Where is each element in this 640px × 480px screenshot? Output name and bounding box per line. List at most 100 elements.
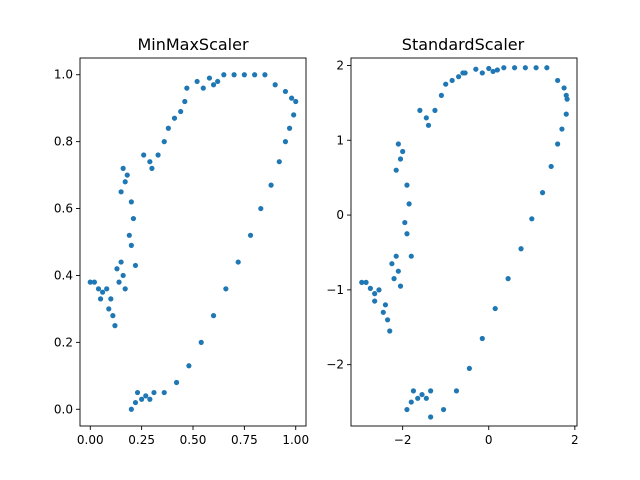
- scatter-point: [449, 77, 455, 84]
- panel-standardscaler: StandardScaler −2 0 2 −2 −1 0 1 2: [326, 35, 578, 447]
- scatter-point: [404, 182, 410, 188]
- scatter-point: [462, 70, 468, 76]
- scatter-point: [171, 115, 178, 121]
- scatter-point: [555, 141, 561, 147]
- scatter-point: [120, 165, 126, 171]
- scatter-point: [276, 159, 282, 165]
- scatter-point: [108, 296, 114, 302]
- x-tick-label: 2: [571, 433, 579, 447]
- x-tick-label: 0.75: [231, 433, 258, 447]
- scatter-point: [210, 82, 217, 88]
- scatter-point: [539, 190, 546, 196]
- scatter-point: [128, 406, 134, 412]
- scatter-point: [486, 65, 492, 72]
- scatter-point: [272, 82, 278, 88]
- scatter-point: [262, 72, 268, 78]
- axes-frame: [350, 57, 578, 427]
- scatter-point: [165, 125, 171, 131]
- scatter-point: [443, 81, 449, 87]
- x-tick-label: 0.50: [180, 433, 207, 447]
- scatter-point: [529, 216, 535, 222]
- y-tick-label: 0.4: [54, 268, 73, 282]
- scatter-point: [563, 111, 569, 117]
- scatter-point: [505, 276, 511, 282]
- y-tick-label: 2: [336, 58, 344, 72]
- scatter-point: [87, 279, 93, 285]
- scatter-point: [134, 389, 141, 396]
- scatter-point: [561, 85, 567, 91]
- y-tick-label: −1: [326, 283, 344, 297]
- x-axis-ticks: 0.00 0.25 0.50 0.75 1.00: [77, 426, 309, 447]
- scatter-point: [559, 126, 565, 132]
- scatter-point: [415, 395, 421, 401]
- scatter-point: [410, 388, 417, 394]
- y-tick-label: 0.8: [54, 135, 73, 149]
- scatter-point: [395, 268, 401, 274]
- scatter-point: [194, 78, 200, 85]
- scatter-point: [372, 291, 378, 297]
- x-axis-ticks: −2 0 2: [394, 426, 579, 447]
- scatter-point: [132, 262, 139, 269]
- scatter-point: [423, 395, 429, 401]
- scatter-points-layer: [87, 72, 299, 412]
- scatter-point: [118, 189, 124, 195]
- x-tick-label: 1.00: [282, 433, 309, 447]
- scatter-point: [490, 68, 496, 75]
- scatter-point: [128, 199, 134, 205]
- scatter-point: [564, 96, 570, 102]
- x-tick-label: −2: [394, 433, 412, 447]
- y-tick-label: 0.2: [54, 335, 73, 349]
- scatter-point: [293, 98, 299, 105]
- scatter-point: [161, 139, 167, 145]
- scatter-point: [522, 65, 528, 71]
- scatter-point: [91, 279, 97, 285]
- scatter-point: [258, 205, 264, 212]
- y-axis-ticks: 0.0 0.2 0.4 0.6 0.8 1.0: [54, 68, 80, 416]
- y-tick-label: 1.0: [54, 68, 73, 82]
- scatter-point: [231, 72, 237, 78]
- scatter-point: [363, 279, 369, 285]
- scatter-point: [533, 65, 539, 71]
- scatter-point: [466, 365, 472, 372]
- scatter-point: [198, 339, 204, 345]
- scatter-point: [286, 125, 293, 131]
- scatter-point: [511, 65, 518, 71]
- scatter-point: [376, 287, 382, 293]
- scatter-point: [425, 122, 432, 128]
- scatter-point: [406, 201, 412, 207]
- scatter-point: [372, 298, 378, 304]
- scatter-point: [419, 391, 425, 398]
- panel-title: StandardScaler: [402, 35, 525, 54]
- scatter-point: [235, 259, 241, 265]
- scatter-point: [178, 108, 184, 115]
- scatter-point: [501, 65, 507, 71]
- scatter-point: [402, 219, 408, 226]
- scatter-point: [384, 317, 391, 323]
- x-tick-label: 0: [485, 433, 493, 447]
- scatter-point: [118, 259, 124, 265]
- scatter-point: [106, 306, 112, 312]
- scatter-point: [147, 159, 153, 165]
- scatter-point: [112, 323, 118, 329]
- scatter-point: [151, 389, 157, 396]
- scatter-point: [404, 231, 410, 237]
- scatter-point: [400, 148, 406, 155]
- y-tick-label: −2: [326, 358, 344, 372]
- scatter-point: [200, 85, 206, 91]
- scatter-point: [544, 65, 550, 71]
- scatter-point: [206, 75, 213, 81]
- scatter-point: [359, 279, 365, 285]
- scatter-point: [393, 253, 399, 259]
- scatter-point: [186, 363, 192, 369]
- panel-minmaxscaler: MinMaxScaler 0.00 0.25 0.50 0.75 1.00 0.0 0.2…: [54, 35, 309, 447]
- scatter-point: [397, 156, 404, 162]
- scatter-point: [408, 399, 414, 405]
- scatter-point: [241, 72, 247, 78]
- scatter-point: [380, 309, 386, 315]
- scatter-point: [417, 107, 423, 113]
- scatter-point: [428, 414, 434, 420]
- scatter-point: [548, 163, 554, 170]
- scatter-point: [184, 85, 190, 91]
